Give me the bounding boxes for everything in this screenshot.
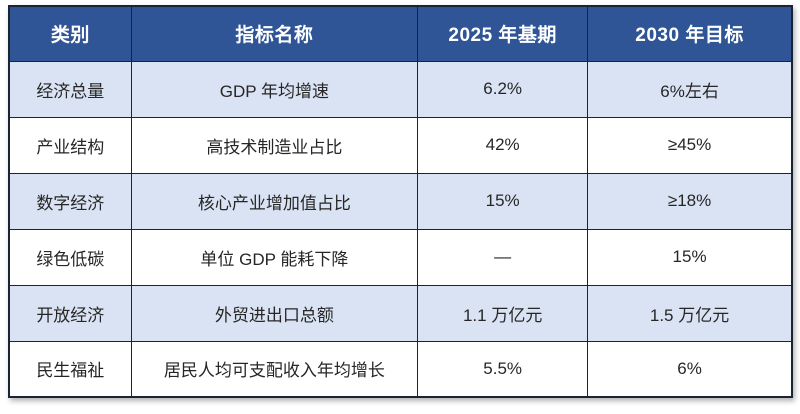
cell-indicator: 居民人均可支配收入年均增长 bbox=[130, 340, 419, 398]
cell-target-value: 15% bbox=[587, 228, 793, 286]
table-row: 绿色低碳 单位 GDP 能耗下降 — 15% bbox=[8, 228, 793, 286]
cell-category: 民生福祉 bbox=[8, 340, 132, 398]
cell-base-value: 5.5% bbox=[417, 340, 589, 398]
header-row: 类别 指标名称 2025 年基期 2030 年目标 bbox=[8, 5, 793, 62]
table-row: 数字经济 核心产业增加值占比 15% ≥18% bbox=[8, 172, 793, 230]
cell-category: 数字经济 bbox=[8, 172, 132, 230]
column-header-2025-base: 2025 年基期 bbox=[417, 5, 589, 62]
cell-target-value: 6%左右 bbox=[587, 60, 793, 118]
indicator-table: 类别 指标名称 2025 年基期 2030 年目标 经济总量 GDP 年均增速 … bbox=[8, 5, 793, 398]
cell-target-value: 6% bbox=[587, 340, 793, 398]
table-body: 经济总量 GDP 年均增速 6.2% 6%左右 产业结构 高技术制造业占比 42… bbox=[8, 60, 793, 398]
indicator-table-card: 类别 指标名称 2025 年基期 2030 年目标 经济总量 GDP 年均增速 … bbox=[8, 5, 793, 398]
cell-base-value: 15% bbox=[417, 172, 589, 230]
cell-base-value: — bbox=[417, 228, 589, 286]
table-row: 开放经济 外贸进出口总额 1.1 万亿元 1.5 万亿元 bbox=[8, 284, 793, 342]
cell-target-value: ≥18% bbox=[587, 172, 793, 230]
cell-indicator: 单位 GDP 能耗下降 bbox=[130, 228, 419, 286]
cell-category: 经济总量 bbox=[8, 60, 132, 118]
table-row: 民生福祉 居民人均可支配收入年均增长 5.5% 6% bbox=[8, 340, 793, 398]
cell-target-value: 1.5 万亿元 bbox=[587, 284, 793, 342]
cell-indicator: GDP 年均增速 bbox=[130, 60, 419, 118]
column-header-indicator-name: 指标名称 bbox=[130, 5, 419, 62]
table-row: 产业结构 高技术制造业占比 42% ≥45% bbox=[8, 116, 793, 174]
cell-base-value: 6.2% bbox=[417, 60, 589, 118]
cell-base-value: 1.1 万亿元 bbox=[417, 284, 589, 342]
column-header-2030-target: 2030 年目标 bbox=[587, 5, 793, 62]
column-header-category: 类别 bbox=[8, 5, 132, 62]
cell-category: 绿色低碳 bbox=[8, 228, 132, 286]
cell-category: 产业结构 bbox=[8, 116, 132, 174]
cell-indicator: 高技术制造业占比 bbox=[130, 116, 419, 174]
cell-base-value: 42% bbox=[417, 116, 589, 174]
table-header: 类别 指标名称 2025 年基期 2030 年目标 bbox=[8, 5, 793, 62]
cell-target-value: ≥45% bbox=[587, 116, 793, 174]
cell-indicator: 核心产业增加值占比 bbox=[130, 172, 419, 230]
table-row: 经济总量 GDP 年均增速 6.2% 6%左右 bbox=[8, 60, 793, 118]
cell-category: 开放经济 bbox=[8, 284, 132, 342]
cell-indicator: 外贸进出口总额 bbox=[130, 284, 419, 342]
